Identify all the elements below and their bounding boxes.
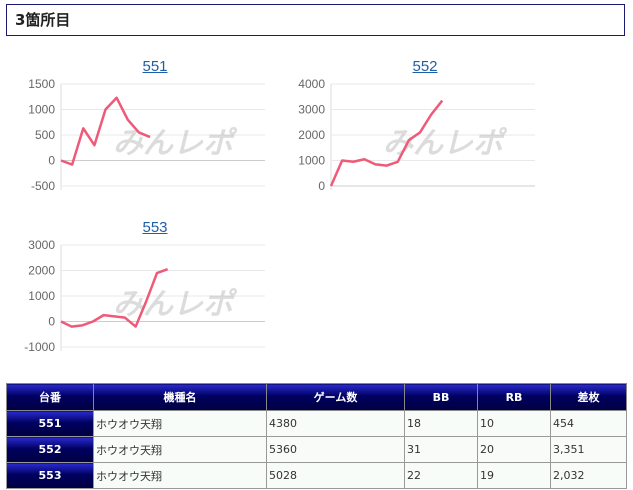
y-tick-label: 0 bbox=[48, 154, 55, 168]
machine-number: 551 bbox=[6, 410, 94, 437]
y-tick-label: 4000 bbox=[298, 77, 325, 91]
table-row: 551 ホウオウ天翔 4380 18 10 454 bbox=[6, 410, 627, 437]
chart-551: 551 -500 0 500 1000 1500 みんレポ bbox=[20, 58, 290, 208]
y-tick-label: 0 bbox=[318, 179, 325, 193]
table-cell: 20 bbox=[477, 436, 551, 463]
table-cell: 3,351 bbox=[550, 436, 627, 463]
watermark-logo: みんレポ bbox=[383, 127, 508, 160]
watermark-logo: みんレポ bbox=[113, 127, 238, 160]
table-row: 552 ホウオウ天翔 5360 31 20 3,351 bbox=[6, 436, 627, 463]
y-tick-label: 1000 bbox=[298, 154, 325, 168]
table-cell: 454 bbox=[550, 410, 627, 437]
table-cell: 10 bbox=[477, 410, 551, 437]
y-tick-label: 3000 bbox=[28, 238, 55, 252]
y-tick-label: -500 bbox=[31, 179, 55, 193]
col-header: RB bbox=[477, 383, 551, 411]
line-chart: 0 1000 2000 3000 4000 みんレポ bbox=[298, 77, 535, 193]
table-cell: 19 bbox=[477, 462, 551, 489]
table-cell: 2,032 bbox=[550, 462, 627, 489]
y-tick-label: 1000 bbox=[28, 289, 55, 303]
line-chart: -1000 0 1000 2000 3000 みんレポ bbox=[24, 238, 265, 354]
table-cell: 5360 bbox=[266, 436, 405, 463]
y-tick-label: 3000 bbox=[298, 103, 325, 117]
section-title: 3箇所目 bbox=[6, 4, 625, 36]
chart-title-link[interactable]: 552 bbox=[412, 58, 438, 75]
table-cell: 31 bbox=[404, 436, 478, 463]
table-cell: ホウオウ天翔 bbox=[93, 462, 267, 489]
machine-table: 台番 機種名 ゲーム数 BB RB 差枚 551 ホウオウ天翔 4380 18 10 45… bbox=[6, 383, 627, 489]
chart-title-link[interactable]: 553 bbox=[142, 219, 168, 236]
table-row: 553 ホウオウ天翔 5028 22 19 2,032 bbox=[6, 462, 627, 489]
table-cell: ホウオウ天翔 bbox=[93, 436, 267, 463]
col-header: 差枚 bbox=[550, 383, 627, 411]
machine-number: 552 bbox=[6, 436, 94, 463]
table-cell: 22 bbox=[404, 462, 478, 489]
col-header: 台番 bbox=[6, 383, 94, 411]
chart-553: 553 -1000 0 1000 2000 3000 みんレポ bbox=[20, 219, 290, 369]
col-header: BB bbox=[404, 383, 478, 411]
watermark-logo: みんレポ bbox=[113, 288, 238, 321]
line-chart: -500 0 500 1000 1500 みんレポ bbox=[28, 77, 265, 193]
col-header: ゲーム数 bbox=[266, 383, 405, 411]
chart-552: 552 0 1000 2000 3000 4000 みんレポ bbox=[290, 58, 560, 208]
y-tick-label: 1000 bbox=[28, 103, 55, 117]
y-tick-label: 500 bbox=[35, 128, 55, 142]
chart-title-link[interactable]: 551 bbox=[142, 58, 168, 75]
y-tick-label: -1000 bbox=[24, 340, 55, 354]
y-tick-label: 0 bbox=[48, 315, 55, 329]
table-cell: 18 bbox=[404, 410, 478, 437]
y-tick-label: 2000 bbox=[28, 264, 55, 278]
table-cell: 4380 bbox=[266, 410, 405, 437]
table-cell: ホウオウ天翔 bbox=[93, 410, 267, 437]
table-cell: 5028 bbox=[266, 462, 405, 489]
col-header: 機種名 bbox=[93, 383, 267, 411]
y-tick-label: 1500 bbox=[28, 77, 55, 91]
machine-number: 553 bbox=[6, 462, 94, 489]
y-tick-label: 2000 bbox=[298, 128, 325, 142]
